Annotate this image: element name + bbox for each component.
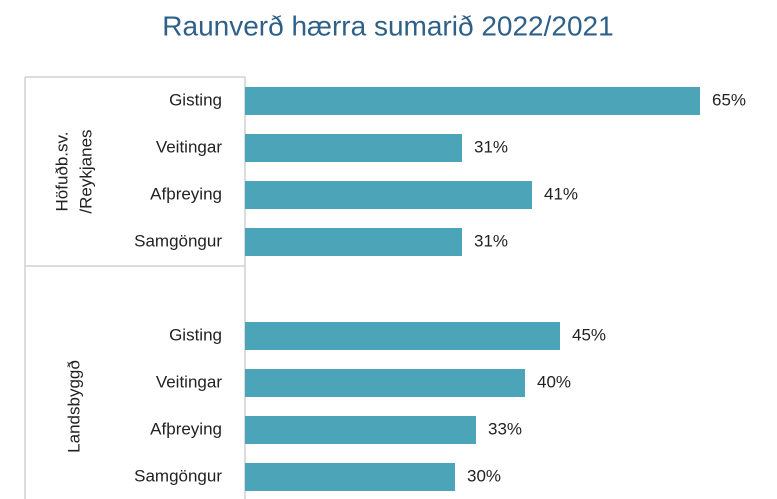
bar [245, 134, 462, 162]
category-label: Veitingar [156, 372, 222, 391]
value-label: 45% [572, 325, 606, 344]
category-label: Afþreying [150, 184, 222, 203]
category-label: Samgöngur [134, 466, 222, 485]
value-label: 33% [488, 419, 522, 438]
bar [245, 416, 476, 444]
bar [245, 181, 532, 209]
bar [245, 228, 462, 256]
category-label: Gisting [169, 325, 222, 344]
bar [245, 322, 560, 350]
value-label: 41% [544, 184, 578, 203]
value-label: 30% [467, 466, 501, 485]
chart-title: Raunverð hærra sumarið 2022/2021 [162, 10, 613, 41]
bar [245, 369, 525, 397]
value-label: 31% [474, 137, 508, 156]
bar [245, 463, 455, 491]
value-label: 65% [712, 90, 746, 109]
value-label: 31% [474, 231, 508, 250]
category-label: Gisting [169, 90, 222, 109]
group-label: Landsbyggð [64, 360, 83, 453]
category-label: Afþreying [150, 419, 222, 438]
bar [245, 87, 700, 115]
group-label: /Reykjanes [76, 129, 95, 213]
category-label: Veitingar [156, 137, 222, 156]
group-label: Höfuðb.sv. [52, 131, 71, 211]
value-label: 40% [537, 372, 571, 391]
category-label: Samgöngur [134, 231, 222, 250]
